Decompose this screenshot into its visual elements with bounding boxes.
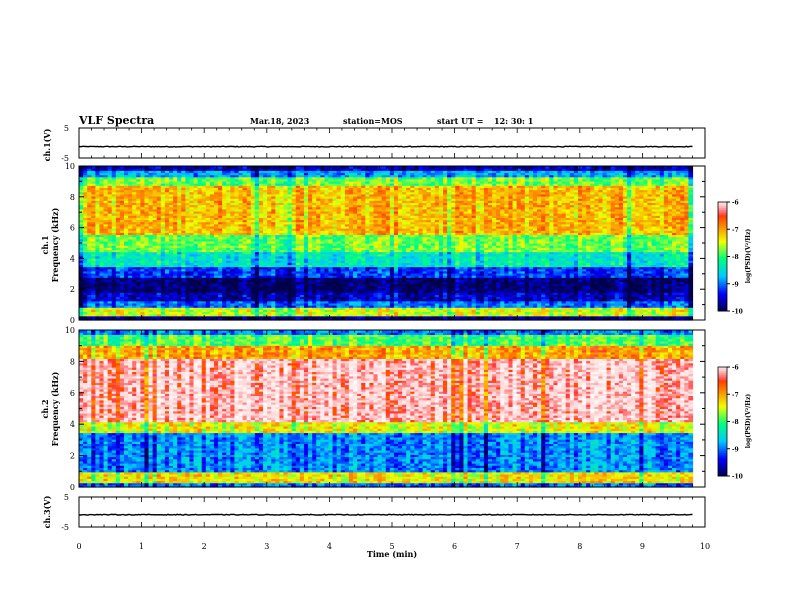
y-tick-label: 4 (70, 420, 75, 429)
ch1-colorbar: -6 -7 -8 -9 -10 (718, 200, 743, 316)
start-ut-label: start UT = (437, 116, 484, 126)
x-tick-label: 7 (515, 542, 520, 551)
spectrogram-cells (79, 166, 693, 321)
colorbar-tick-label: -9 (732, 446, 739, 453)
y-tick-label: 2 (70, 452, 75, 461)
spectrogram-cells (79, 330, 693, 488)
y-tick-label: 10 (65, 326, 75, 335)
x-tick-label: 3 (264, 542, 269, 551)
colorbar-tick-label: -10 (732, 474, 743, 481)
y-tick-label: 4 (70, 254, 75, 263)
y-tick-label: 2 (70, 285, 75, 294)
station-label: station=MOS (343, 116, 403, 126)
ch3-waveform-panel: 5 -5 (61, 493, 705, 532)
x-tick-label: 9 (640, 542, 645, 551)
vlf-spectra-figure: VLF Spectra Mar.18, 2023 station=MOS sta… (0, 0, 792, 612)
x-tick-label: 6 (452, 542, 457, 551)
y-tick-label: 6 (70, 389, 75, 398)
ch1-channel-axis-label: ch.1 (40, 235, 50, 254)
colorbar-tick-label: -6 (732, 200, 739, 207)
figure-title: VLF Spectra (78, 114, 154, 127)
colorbar-tick-label: -9 (732, 281, 739, 288)
ch1-spectrogram-panel: 0 2 4 6 8 10 (65, 162, 705, 325)
x-tick-label: 1 (139, 542, 144, 551)
ch2-channel-axis-label: ch.2 (40, 399, 50, 418)
ch2-colorbar: -6 -7 -8 -9 -10 (718, 365, 743, 481)
colorbar-tick-label: -10 (732, 309, 743, 316)
x-tick-label: 4 (327, 542, 332, 551)
y-tick-label: -5 (61, 523, 69, 532)
ch2-spectrogram-panel: 0 2 4 6 8 10 (65, 326, 705, 492)
ch1-voltage-axis-label: ch.1(V) (42, 128, 52, 161)
ch3-voltage-axis-label: ch.3(V) (42, 495, 52, 528)
colorbar-tick-label: -7 (732, 227, 739, 234)
x-tick-label: 0 (76, 542, 81, 551)
y-tick-label: 0 (70, 316, 75, 325)
ch2-frequency-axis-label: Frequency (kHz) (50, 371, 60, 446)
waveform-trace (79, 514, 693, 515)
y-tick-label: 10 (65, 162, 75, 171)
y-tick-label: 8 (70, 357, 75, 366)
y-tick-label: 5 (64, 124, 69, 133)
ch1-colorbar-label: log(PSD)(V²/Hz) (745, 229, 752, 284)
ch1-waveform-panel: 5-5 (61, 124, 705, 163)
y-tick-label: 8 (70, 193, 75, 202)
ch2-colorbar-label: log(PSD)(V²/Hz) (745, 394, 752, 449)
y-tick-label: 5 (64, 493, 69, 502)
start-ut-value: 12: 30: 1 (494, 116, 533, 126)
y-tick-label: 0 (70, 483, 75, 492)
colorbar-tick-label: -8 (732, 419, 739, 426)
ch1-frequency-axis-label: Frequency (kHz) (50, 207, 60, 282)
waveform-trace (79, 146, 693, 147)
colorbar-tick-label: -7 (732, 392, 739, 399)
time-axis-label: Time (min) (367, 549, 417, 559)
x-tick-label: 8 (577, 542, 582, 551)
colorbar-tick-label: -8 (732, 254, 739, 261)
date-label: Mar.18, 2023 (250, 116, 310, 126)
x-tick-label: 2 (202, 542, 207, 551)
colorbar-tick-label: -6 (732, 365, 739, 372)
x-tick-label: 10 (700, 542, 710, 551)
y-tick-label: 6 (70, 224, 75, 233)
